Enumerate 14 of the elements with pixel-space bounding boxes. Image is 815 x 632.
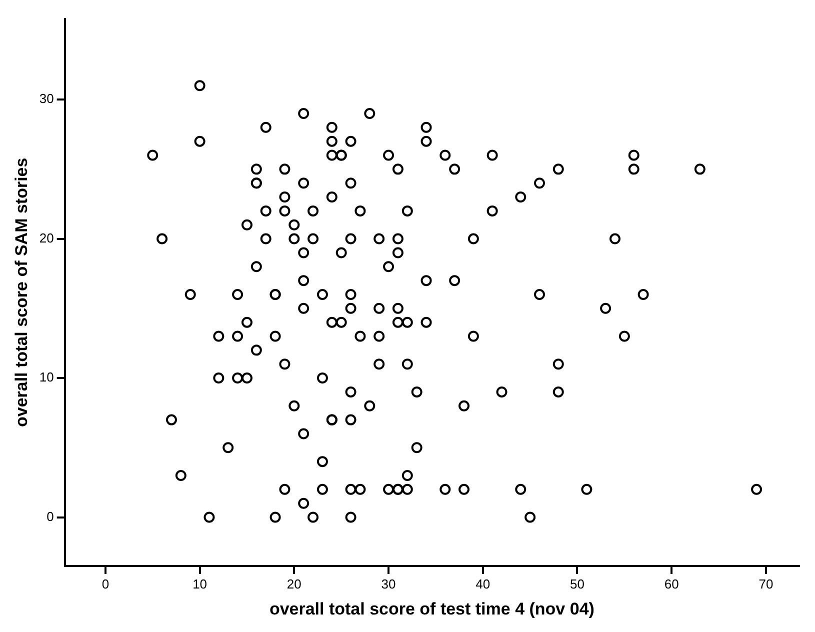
x-tick-label: 40 bbox=[476, 576, 490, 592]
x-tick-label: 30 bbox=[381, 576, 396, 592]
x-axis-title: overall total score of test time 4 (nov 04) bbox=[269, 599, 594, 618]
x-tick-label: 10 bbox=[192, 576, 208, 592]
y-tick-label: 10 bbox=[39, 370, 54, 385]
y-tick-label: 0 bbox=[46, 508, 54, 524]
y-axis-title: overall total score of SAM stories bbox=[12, 158, 31, 428]
y-tick-label: 30 bbox=[39, 91, 54, 106]
y-tick-label: 20 bbox=[39, 230, 54, 246]
x-tick-label: 20 bbox=[286, 576, 302, 592]
x-tick-label: 70 bbox=[758, 576, 774, 592]
x-tick-label: 0 bbox=[102, 576, 110, 592]
x-tick-label: 50 bbox=[570, 576, 584, 592]
x-tick-label: 60 bbox=[664, 576, 679, 592]
